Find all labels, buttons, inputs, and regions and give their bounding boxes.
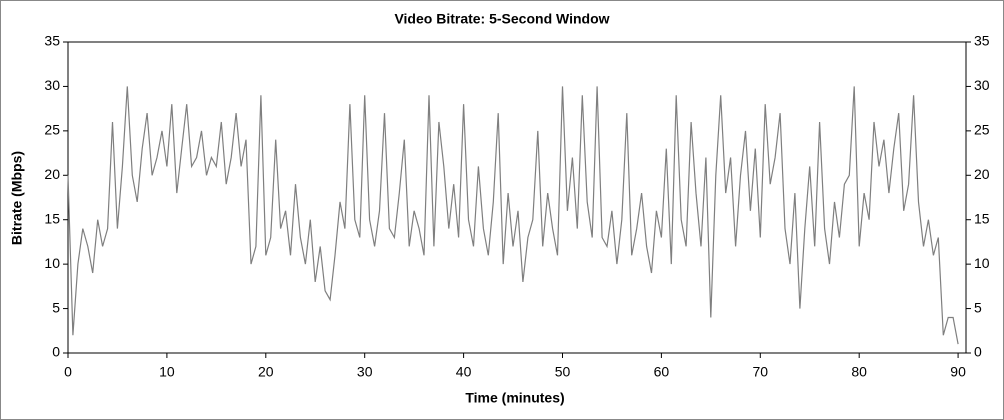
y2-tick-label: 15 <box>974 210 990 226</box>
chart-title: Video Bitrate: 5-Second Window <box>394 11 609 27</box>
x-tick-label: 70 <box>753 364 769 380</box>
y2-tick-label: 0 <box>974 344 982 360</box>
x-tick-label: 0 <box>64 364 72 380</box>
y-axis-label: Bitrate (Mbps) <box>9 151 25 245</box>
y2-tick-label: 35 <box>974 33 990 49</box>
y2-tick-label: 20 <box>974 166 990 182</box>
data-line <box>67 86 959 345</box>
y2-tick-label: 30 <box>974 77 990 93</box>
y-tick-label: 0 <box>52 344 60 360</box>
y-tick-label: 15 <box>44 210 60 226</box>
plot-frame <box>67 41 967 354</box>
x-axis-label: Time (minutes) <box>465 390 564 406</box>
x-tick-label: 90 <box>950 364 966 380</box>
x-tick-label: 40 <box>456 364 472 380</box>
y2-tick-label: 10 <box>974 255 990 271</box>
y2-tick-label: 5 <box>974 299 982 315</box>
x-tick-label: 10 <box>159 364 175 380</box>
y-tick-label: 30 <box>44 77 60 93</box>
x-tick-label: 80 <box>851 364 867 380</box>
y-tick-label: 35 <box>44 33 60 49</box>
x-tick-label: 30 <box>357 364 373 380</box>
x-tick-label: 60 <box>654 364 670 380</box>
y-tick-label: 20 <box>44 166 60 182</box>
y-tick-label: 10 <box>44 255 60 271</box>
y-tick-label: 25 <box>44 122 60 138</box>
y-tick-label: 5 <box>52 299 60 315</box>
y2-tick-label: 25 <box>974 122 990 138</box>
x-tick-label: 20 <box>258 364 274 380</box>
x-tick-label: 50 <box>555 364 571 380</box>
